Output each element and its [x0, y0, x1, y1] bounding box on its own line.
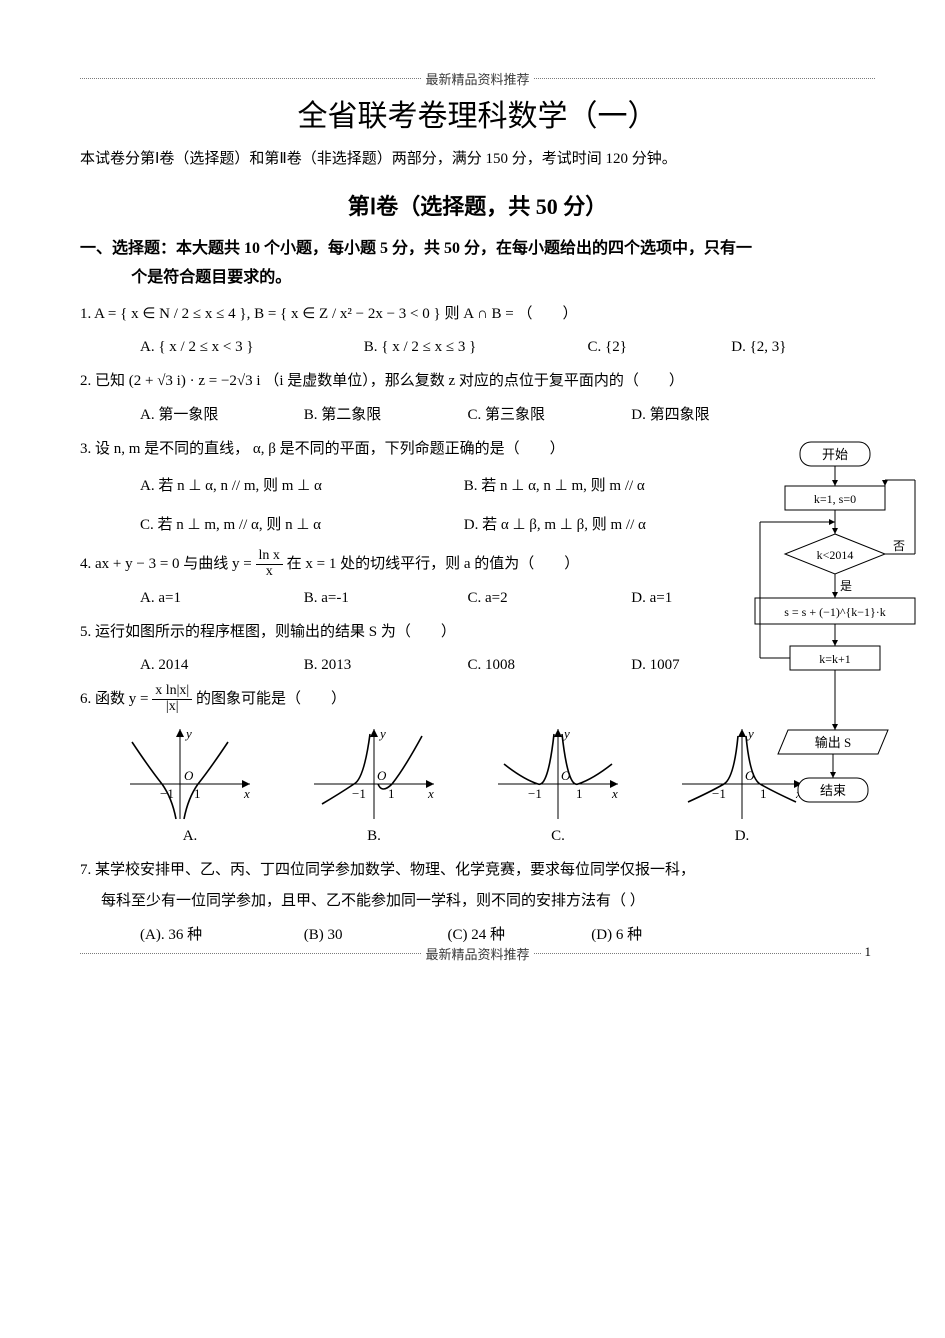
q4-frac-den: x — [256, 565, 283, 580]
question-2: 2. 已知 (2 + √3 i) · z = −2√3 i （i 是虚数单位），… — [80, 366, 875, 398]
part-title: 第Ⅰ卷（选择题，共 50 分） — [80, 189, 875, 221]
footer-label: 最新精品资料推荐 — [421, 944, 533, 963]
graph-c-svg: −1 1 O x y — [488, 724, 628, 824]
q2-opt-a: A. 第一象限 — [140, 400, 300, 430]
svg-text:1: 1 — [388, 786, 395, 801]
q5-opt-b: B. 2013 — [304, 650, 464, 680]
svg-text:y: y — [378, 726, 386, 741]
page-number: 1 — [861, 944, 876, 960]
paper-subtitle: 本试卷分第Ⅰ卷（选择题）和第Ⅱ卷（非选择题）两部分，满分 150 分，考试时间 … — [80, 147, 875, 171]
main-title: 全省联考卷理科数学（一） — [80, 91, 875, 135]
q2-opt-d: D. 第四象限 — [631, 400, 709, 430]
q6-suffix: 的图象可能是（ ） — [196, 691, 346, 707]
q4-opt-a: A. a=1 — [140, 583, 300, 613]
q6-prefix: 6. 函数 y = — [80, 691, 152, 707]
fc-cond: k<2014 — [817, 548, 854, 562]
svg-text:−1: −1 — [712, 786, 726, 801]
q4-suffix: 在 x = 1 处的切线平行，则 a 的值为（ ） — [287, 556, 580, 572]
q6-frac-den: |x| — [152, 700, 192, 715]
q5-opt-d: D. 1007 — [631, 650, 679, 680]
q1-opt-d: D. {2, 3} — [731, 332, 786, 362]
fc-step1: s = s + (−1)^{k−1}·k — [784, 605, 886, 619]
q5-opt-c: C. 1008 — [468, 650, 628, 680]
svg-text:x: x — [611, 786, 618, 801]
q5-opt-a: A. 2014 — [140, 650, 300, 680]
q1-opt-a: A. { x / 2 ≤ x < 3 } — [140, 332, 360, 362]
q3-opt-a: A. 若 n ⊥ α, n // m, 则 m ⊥ α — [140, 467, 460, 506]
instructions-l1: 一、选择题：本大题共 10 个小题，每小题 5 分，共 50 分，在每小题给出的… — [80, 240, 752, 257]
graph-b: −1 1 O x y B. — [294, 724, 454, 845]
page-footer: 最新精品资料推荐 1 — [80, 953, 875, 954]
q4-opt-c: C. a=2 — [468, 583, 628, 613]
q4-opt-d: D. a=1 — [631, 583, 672, 613]
svg-text:y: y — [184, 726, 192, 741]
graph-b-svg: −1 1 O x y — [304, 724, 444, 824]
q1-options: A. { x / 2 ≤ x < 3 } B. { x / 2 ≤ x ≤ 3 … — [80, 332, 875, 362]
svg-text:O: O — [377, 768, 387, 783]
fc-out: 输出 S — [815, 735, 851, 750]
q7-opt-a: (A). 36 种 — [140, 920, 300, 950]
svg-text:O: O — [184, 768, 194, 783]
fc-step2: k=k+1 — [819, 652, 851, 666]
graph-b-caption: B. — [294, 828, 454, 845]
instructions: 一、选择题：本大题共 10 个小题，每小题 5 分，共 50 分，在每小题给出的… — [80, 235, 875, 293]
instructions-l2: 个是符合题目要求的。 — [131, 269, 291, 286]
exam-page: 最新精品资料推荐 全省联考卷理科数学（一） 本试卷分第Ⅰ卷（选择题）和第Ⅱ卷（非… — [0, 0, 945, 1010]
svg-text:1: 1 — [194, 786, 201, 801]
svg-text:x: x — [427, 786, 434, 801]
q1-opt-b: B. { x / 2 ≤ x ≤ 3 } — [364, 332, 584, 362]
graph-a-caption: A. — [110, 828, 270, 845]
q3-opt-d: D. 若 α ⊥ β, m ⊥ β, 则 m // α — [464, 506, 646, 545]
q3-opt-b: B. 若 n ⊥ α, n ⊥ m, 则 m // α — [464, 467, 645, 506]
graph-c-caption: C. — [478, 828, 638, 845]
flowchart-svg: 开始 k=1, s=0 k<2014 否 是 s = s + (−1)^{k−1… — [750, 440, 925, 860]
flowchart: 开始 k=1, s=0 k<2014 否 是 s = s + (−1)^{k−1… — [750, 440, 915, 864]
svg-text:−1: −1 — [160, 786, 174, 801]
fc-start: 开始 — [822, 447, 848, 462]
q6-frac-num: x ln|x| — [152, 684, 192, 700]
fc-yes: 是 — [840, 579, 852, 593]
svg-text:O: O — [561, 768, 571, 783]
graph-a: −1 1 O x y A. — [110, 724, 270, 845]
fc-init: k=1, s=0 — [814, 492, 856, 506]
q3-opt-c: C. 若 n ⊥ m, m // α, 则 n ⊥ α — [140, 506, 460, 545]
q7-opt-d: (D) 6 种 — [591, 920, 642, 950]
q6-fraction: x ln|x| |x| — [152, 684, 192, 714]
q7-line2: 每科至少有一位同学参加，且甲、乙不能参加同一学科，则不同的安排方法有（ ） — [80, 893, 645, 909]
q2-opt-c: C. 第三象限 — [468, 400, 628, 430]
q4-opt-b: B. a=-1 — [304, 583, 464, 613]
q1-opt-c: C. {2} — [588, 332, 728, 362]
header-rule: 最新精品资料推荐 — [80, 78, 875, 79]
svg-text:y: y — [562, 726, 570, 741]
svg-text:−1: −1 — [352, 786, 366, 801]
question-7: 7. 某学校安排甲、乙、丙、丁四位同学参加数学、物理、化学竞赛，要求每位同学仅报… — [80, 855, 875, 918]
svg-text:1: 1 — [576, 786, 583, 801]
graph-a-svg: −1 1 O x y — [120, 724, 260, 824]
svg-text:x: x — [243, 786, 250, 801]
header-label: 最新精品资料推荐 — [421, 69, 533, 88]
fc-end: 结束 — [820, 783, 846, 798]
question-1: 1. A = { x ∈ N / 2 ≤ x ≤ 4 }, B = { x ∈ … — [80, 299, 875, 331]
q2-options: A. 第一象限 B. 第二象限 C. 第三象限 D. 第四象限 — [80, 400, 875, 430]
q4-frac-num: ln x — [256, 549, 283, 565]
graph-c: −1 1 O x y C. — [478, 724, 638, 845]
svg-text:−1: −1 — [528, 786, 542, 801]
footer-rule: 最新精品资料推荐 1 — [80, 953, 875, 954]
fc-no: 否 — [893, 539, 905, 553]
q7-line1: 7. 某学校安排甲、乙、丙、丁四位同学参加数学、物理、化学竞赛，要求每位同学仅报… — [80, 862, 695, 878]
q4-prefix: 4. ax + y − 3 = 0 与曲线 y = — [80, 556, 256, 572]
q4-fraction: ln x x — [256, 549, 283, 579]
q2-opt-b: B. 第二象限 — [304, 400, 464, 430]
